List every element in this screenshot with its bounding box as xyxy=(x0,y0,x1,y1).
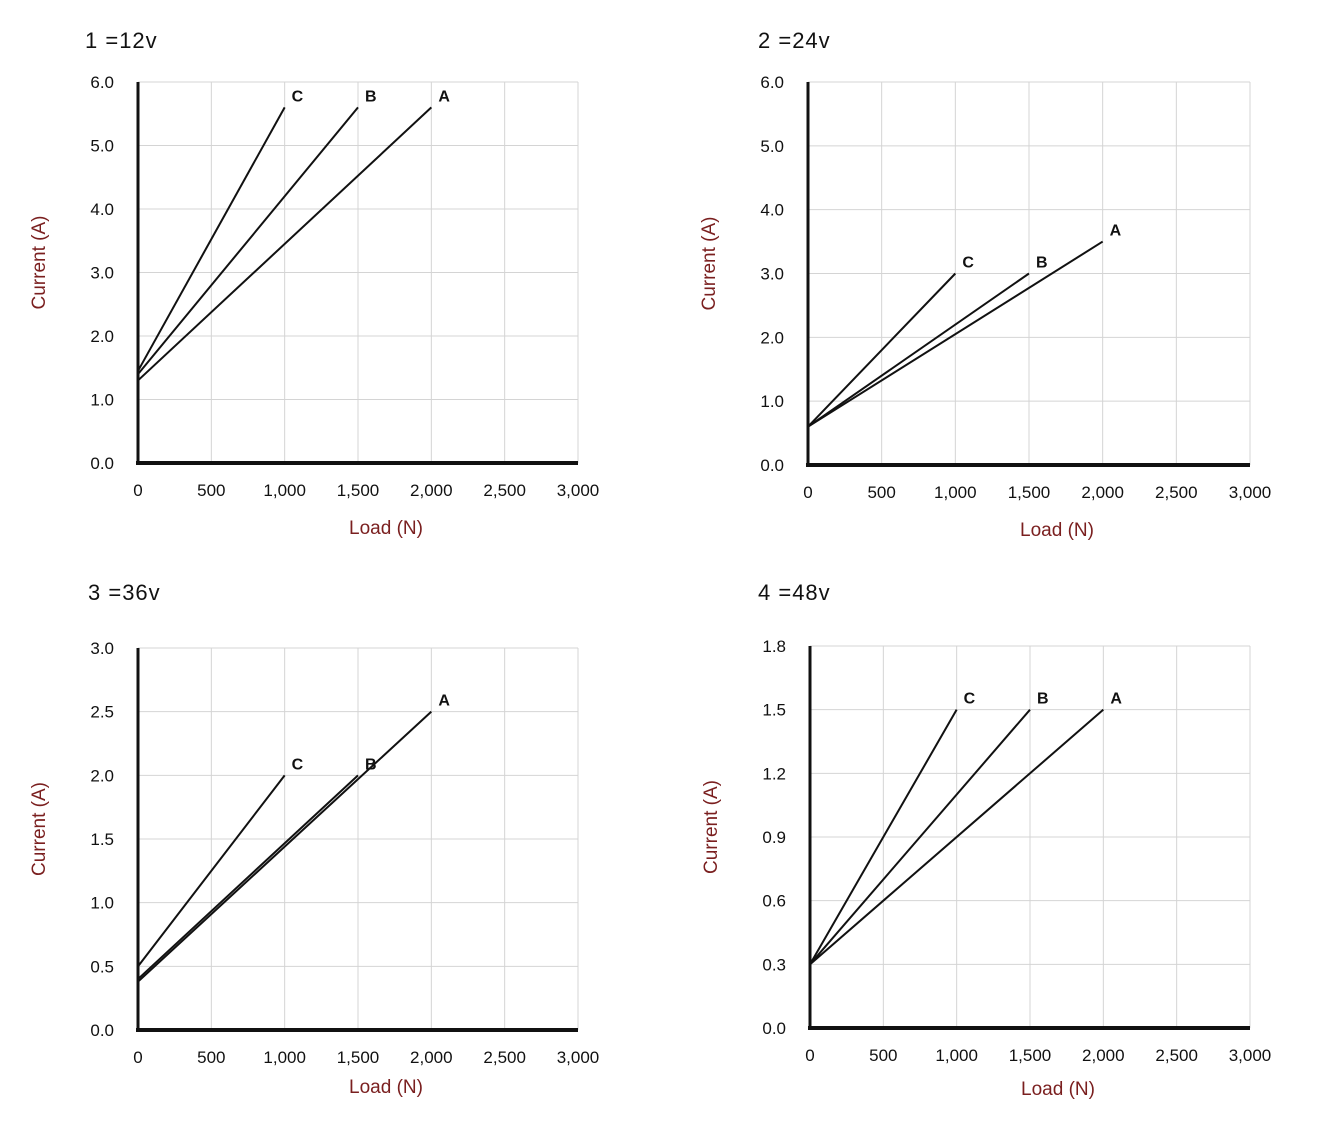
x-tick-label: 2,000 xyxy=(1081,483,1124,502)
series-line-b xyxy=(137,106,359,375)
y-tick-label: 1.0 xyxy=(90,391,114,410)
x-tick-label: 3,000 xyxy=(557,1048,600,1067)
series-label-b: B xyxy=(365,756,377,773)
x-tick-label: 2,000 xyxy=(410,481,453,500)
series-line-a xyxy=(807,240,1104,428)
series-line-b xyxy=(137,774,359,980)
x-tick-label: 1,000 xyxy=(263,481,306,500)
chart-title: 2 =24v xyxy=(758,28,831,53)
chart-panel-3: 3 =36v 0 500 1,000 1,500 2,000 2,500 3,000 0.0 0.… xyxy=(29,580,599,1098)
series-label-c: C xyxy=(292,756,304,773)
y-tick-label: 4.0 xyxy=(760,201,784,220)
x-tick-label: 2,000 xyxy=(410,1048,453,1067)
series-label-a: A xyxy=(438,693,450,710)
y-axis-label: Current (A) xyxy=(29,782,50,876)
y-tick-label: 0.5 xyxy=(90,957,114,976)
x-tick-label: 1,000 xyxy=(263,1048,306,1067)
chart-title: 1 =12v xyxy=(85,28,158,53)
y-tick-label: 2.0 xyxy=(760,328,784,347)
y-tick-label: 1.5 xyxy=(90,830,114,849)
series-label-b: B xyxy=(1036,255,1048,272)
y-tick-label: 1.5 xyxy=(762,701,786,720)
x-axis-label: Load (N) xyxy=(1020,520,1094,541)
chart-panel-2: 2 =24v 0 500 1,000 1,500 2,000 2,500 3,000 0.0 1.… xyxy=(699,28,1271,541)
x-tick-label: 1,000 xyxy=(935,1046,978,1065)
x-tick-label: 1,500 xyxy=(1008,483,1051,502)
y-tick-label: 1.0 xyxy=(90,894,114,913)
x-tick-label: 1,500 xyxy=(1009,1046,1052,1065)
x-tick-label: 500 xyxy=(867,483,895,502)
series-label-a: A xyxy=(1110,691,1122,708)
x-tick-label: 2,000 xyxy=(1082,1046,1125,1065)
x-tick-label: 0 xyxy=(133,481,142,500)
chart-title: 4 =48v xyxy=(758,580,831,605)
series-label-c: C xyxy=(292,88,304,105)
x-tick-label: 1,000 xyxy=(934,483,977,502)
x-tick-label: 2,500 xyxy=(1155,483,1198,502)
x-tick-label: 1,500 xyxy=(337,481,380,500)
x-axis-label: Load (N) xyxy=(349,1077,423,1098)
y-tick-label: 2.5 xyxy=(90,703,114,722)
y-tick-label: 0.9 xyxy=(762,828,786,847)
x-tick-label: 1,500 xyxy=(337,1048,380,1067)
series-label-b: B xyxy=(365,88,377,105)
y-tick-label: 5.0 xyxy=(90,137,114,156)
series-label-b: B xyxy=(1037,691,1049,708)
x-tick-label: 2,500 xyxy=(1155,1046,1198,1065)
y-tick-label: 0.0 xyxy=(762,1019,786,1038)
x-tick-label: 2,500 xyxy=(483,481,526,500)
series-label-c: C xyxy=(962,255,974,272)
chart-title: 3 =36v xyxy=(88,580,161,605)
y-tick-label: 3.0 xyxy=(90,264,114,283)
y-tick-label: 0.0 xyxy=(760,456,784,475)
series-line-b xyxy=(809,709,1031,965)
series-line-c xyxy=(807,272,957,428)
x-tick-label: 0 xyxy=(133,1048,142,1067)
series-line-a xyxy=(137,710,433,983)
x-tick-label: 2,500 xyxy=(483,1048,526,1067)
y-tick-label: 4.0 xyxy=(90,200,114,219)
y-axis-label: Current (A) xyxy=(701,780,722,874)
series-line-c xyxy=(137,106,286,372)
x-tick-label: 500 xyxy=(197,1048,225,1067)
chart-panel-4: 4 =48v 0 500 1,000 1,500 2,000 2,500 3,000 0.0 0.… xyxy=(701,580,1271,1100)
series-label-c: C xyxy=(964,691,976,708)
x-axis-label: Load (N) xyxy=(1021,1079,1095,1100)
x-tick-label: 500 xyxy=(197,481,225,500)
y-tick-label: 2.0 xyxy=(90,327,114,346)
series-line-a xyxy=(809,708,1104,966)
y-tick-label: 1.0 xyxy=(760,392,784,411)
y-tick-label: 3.0 xyxy=(90,639,114,658)
x-tick-label: 500 xyxy=(869,1046,897,1065)
y-tick-label: 1.8 xyxy=(762,637,786,656)
series-label-a: A xyxy=(1110,223,1122,240)
series-line-c xyxy=(809,709,958,965)
x-axis-label: Load (N) xyxy=(349,518,423,539)
y-tick-label: 0.0 xyxy=(90,454,114,473)
y-tick-label: 3.0 xyxy=(760,265,784,284)
y-tick-label: 6.0 xyxy=(760,73,784,92)
y-axis-label: Current (A) xyxy=(29,216,50,310)
y-axis-label: Current (A) xyxy=(699,217,720,311)
y-tick-label: 1.2 xyxy=(762,764,786,783)
y-tick-label: 6.0 xyxy=(90,73,114,92)
x-tick-label: 0 xyxy=(805,1046,814,1065)
series-line-b xyxy=(807,272,1030,428)
y-tick-label: 5.0 xyxy=(760,137,784,156)
chart-panel-1: 1 =12v 0 500 1,000 1,500 2,000 2,500 3,000 0.0 1.… xyxy=(29,28,599,539)
series-line-a xyxy=(137,106,433,382)
x-tick-label: 3,000 xyxy=(1229,1046,1272,1065)
y-tick-label: 0.6 xyxy=(762,892,786,911)
y-tick-label: 2.0 xyxy=(90,766,114,785)
x-tick-label: 3,000 xyxy=(1229,483,1272,502)
series-label-a: A xyxy=(438,88,450,105)
series-line-c xyxy=(137,774,286,967)
y-tick-label: 0.0 xyxy=(90,1021,114,1040)
x-tick-label: 0 xyxy=(803,483,812,502)
x-tick-label: 3,000 xyxy=(557,481,600,500)
y-tick-label: 0.3 xyxy=(762,955,786,974)
